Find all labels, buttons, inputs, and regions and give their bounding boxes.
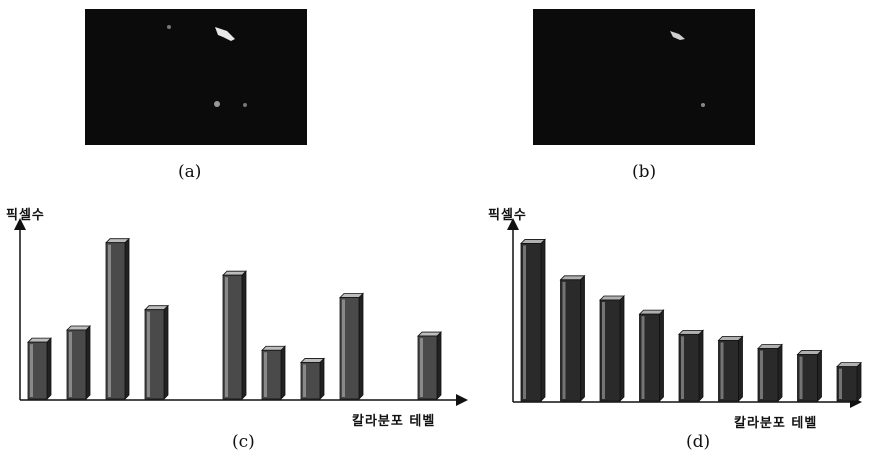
bar-highlight [641,316,645,399]
bar-7 [261,345,286,400]
bright-spot [670,31,685,40]
bar-2 [66,325,91,400]
bar-highlight [264,352,267,397]
bar-highlight [523,245,526,399]
bar-top [520,239,546,244]
bar-top [638,309,665,315]
caption-a: (a) [178,162,202,182]
bar-2 [559,274,586,402]
bar-4 [638,309,665,402]
dim-spot [214,101,220,107]
bar-top [757,344,783,349]
bar-top [836,362,862,368]
caption-b: (b) [632,162,657,182]
bar-highlight [303,364,306,397]
photo-a-image [167,25,247,107]
bright-spot [215,27,235,41]
bar-highlight [342,299,345,397]
photo-b [533,9,755,145]
bar-8 [796,349,823,402]
chart-c-bars [27,237,442,400]
bar-6 [717,335,744,402]
bar-3 [105,237,130,400]
bar-highlight [562,281,566,399]
bar-9 [836,361,862,402]
bar-highlight [147,311,150,397]
bar-6 [222,270,247,400]
bar-top [796,350,823,355]
bar-5 [678,329,704,402]
bar-side [619,295,625,402]
bar-highlight [839,368,842,399]
bar-side [856,361,862,402]
bar-highlight [720,342,724,399]
bar-side [738,335,743,402]
bar-highlight [420,338,423,397]
photo-b-image [670,31,705,107]
bar-3 [599,295,625,402]
bar-highlight [30,344,33,397]
bar-highlight [225,277,228,397]
bar-highlight [602,302,605,399]
bar-side [659,309,664,402]
bar-side [777,343,783,402]
chart-d-bars [520,238,862,402]
bar-top [559,275,586,281]
bar-9 [339,292,364,400]
bar-highlight [681,336,684,399]
bar-side [580,274,585,402]
bar-4 [144,304,169,400]
bar-highlight [69,331,72,397]
bar-side [817,349,822,402]
bar-top [599,295,625,301]
bar-top [678,329,704,335]
chart-c-xlabel: 칼라분포 테벨 [352,414,436,429]
chart-d-xlabel: 칼라분포 테벨 [734,416,818,431]
caption-d: (d) [686,432,711,452]
dim-spot [243,103,247,107]
bar-1 [520,238,546,402]
bar-top [717,335,744,341]
bar-7 [757,343,783,402]
bar-highlight [760,350,763,399]
dim-spot [167,25,171,29]
bar-1 [27,337,52,400]
bar-11 [417,331,442,400]
dim-spot [701,103,705,107]
bar-side [698,329,704,402]
photo-a [85,9,307,145]
bar-8 [300,357,325,400]
bar-side [540,238,546,402]
bar-highlight [799,356,803,399]
bar-highlight [108,244,111,397]
caption-c: (c) [232,432,255,452]
